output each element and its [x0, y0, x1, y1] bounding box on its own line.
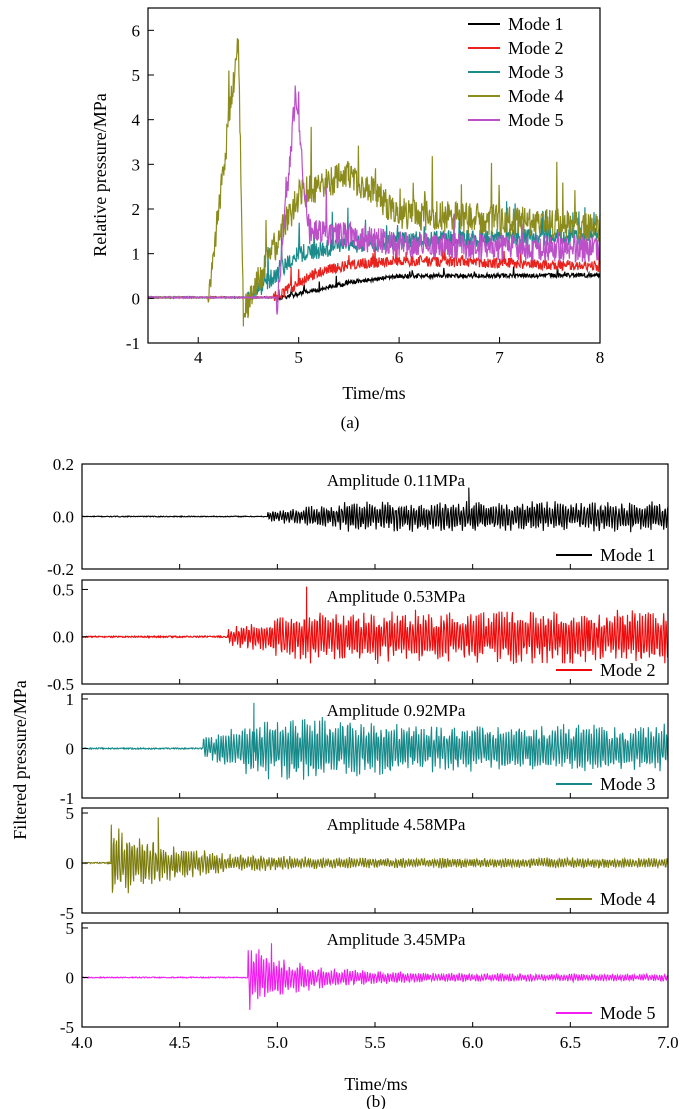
panel-b-ytick-label: 0.0 — [53, 628, 74, 647]
panel-a-legend: Mode 1 Mode 2 Mode 3 Mode 4 Mode 5 — [468, 14, 564, 130]
panel-a-legend-label-3: Mode 3 — [508, 62, 564, 82]
panel-a-ytick-label: 2 — [132, 200, 141, 219]
panel-b-xtick-label: 4.5 — [169, 1033, 190, 1052]
panel-a-xtick-label: 7 — [495, 348, 504, 367]
panel-b-subplot-mode-5: -5 0 5 Amplitude 3.45MPa Mode 5 — [60, 919, 669, 1037]
panel-b-ytick-label: -0.5 — [47, 675, 74, 694]
panel-a-ytick-label: 4 — [132, 111, 141, 130]
panel-b-subplots: -0.2 0.0 0.2 Amplitude 0.11MPa Mode 1 -0.5 0.0… — [47, 455, 669, 1037]
panel-a-ytick-label: 6 — [132, 21, 141, 40]
panel-b-amplitude-label-4: Amplitude 4.58MPa — [327, 815, 466, 834]
panel-a-ytick-label: 5 — [132, 66, 141, 85]
panel-b-subplot-mode-2: -0.5 0.0 0.5 Amplitude 0.53MPa Mode 2 — [47, 579, 669, 694]
panel-b-subplot-mode-3: -1 0 1 Amplitude 0.92MPa Mode 3 — [60, 690, 669, 808]
panel-b-legend-label-5: Mode 5 — [600, 1003, 656, 1023]
panel-a-ytick-label: -1 — [126, 334, 140, 353]
panel-b-xtick-label: 5.5 — [364, 1033, 385, 1052]
panel-a-legend-label-5: Mode 5 — [508, 110, 564, 130]
panel-b-ytick-label: -5 — [60, 1018, 74, 1037]
panel-b-amplitude-label-3: Amplitude 0.92MPa — [327, 701, 466, 720]
caption-a: (a) — [341, 413, 360, 432]
panel-a-legend-label-2: Mode 2 — [508, 38, 564, 58]
panel-b-amplitude-label-1: Amplitude 0.11MPa — [327, 471, 466, 490]
panel-a-xtick-label: 6 — [395, 348, 404, 367]
panel-a-xtick-label: 4 — [194, 348, 203, 367]
panel-b-signal-mode-3 — [81, 702, 669, 780]
panel-a-ylabel: Relative pressure/MPa — [90, 93, 110, 256]
caption-b: (b) — [366, 1092, 386, 1109]
panel-a-xtick-label: 5 — [294, 348, 303, 367]
panel-b-amplitude-label-5: Amplitude 3.45MPa — [327, 930, 466, 949]
panel-b-xtick-label: 5.0 — [267, 1033, 288, 1052]
panel-a-series-group — [147, 38, 601, 327]
panel-b-legend-label-2: Mode 2 — [600, 660, 656, 680]
panel-b-xtick-label: 7.0 — [657, 1033, 678, 1052]
panel-b-ylabel: Filtered pressure/MPa — [10, 680, 30, 839]
panel-a-series-line-mode-5 — [147, 85, 601, 315]
panel-b-signal-mode-5 — [81, 943, 669, 1011]
panel-b-ytick-label: 0.2 — [53, 455, 74, 474]
panel-b-legend-label-3: Mode 3 — [600, 774, 656, 794]
panel-b-signal-mode-4 — [81, 817, 669, 894]
panel-b-signal-mode-1 — [81, 487, 669, 533]
panel-b-xticks: 4.0 4.5 5.0 5.5 6.0 6.5 7.0 — [71, 1033, 678, 1052]
panel-b-xtick-label: 6.5 — [560, 1033, 581, 1052]
panel-b-subplot-mode-1: -0.2 0.0 0.2 Amplitude 0.11MPa Mode 1 — [47, 455, 669, 579]
panel-a-ytick-label: 0 — [132, 289, 141, 308]
panel-b-ytick-label: 5 — [66, 804, 75, 823]
panel-b-ytick-label: 0 — [66, 739, 75, 758]
panel-b-xtick-label: 6.0 — [462, 1033, 483, 1052]
panel-b-ytick-label: 1 — [66, 690, 75, 709]
panel-a-series-line-mode-1 — [147, 266, 601, 302]
panel-a-series-line-mode-4 — [147, 38, 601, 327]
panel-b-ytick-label: 0 — [66, 854, 75, 873]
panel-b-ytick-label: 0.5 — [53, 580, 74, 599]
panel-a-frame — [147, 7, 601, 344]
panel-b-legend-label-1: Mode 1 — [600, 545, 656, 565]
panel-b-chart: -0.2 0.0 0.2 Amplitude 0.11MPa Mode 1 -0.5 0.0… — [10, 455, 679, 1109]
panel-b-subplot-mode-4: -5 0 5 Amplitude 4.58MPa Mode 4 — [60, 804, 669, 923]
panel-a-xlabel: Time/ms — [342, 383, 405, 403]
panel-a-legend-label-1: Mode 1 — [508, 14, 564, 34]
panel-b-xlabel: Time/ms — [344, 1074, 407, 1094]
panel-b-amplitude-label-2: Amplitude 0.53MPa — [327, 587, 466, 606]
panel-a-ytick-label: 1 — [132, 245, 141, 264]
panel-b-legend-label-4: Mode 4 — [600, 889, 656, 909]
panel-b-ytick-label: 0.0 — [53, 508, 74, 527]
panel-b-ytick-label: 5 — [66, 919, 75, 938]
panel-b-ytick-label: -1 — [60, 789, 74, 808]
panel-a-ticks: 4 5 6 7 8 -1 0 1 2 3 4 5 6 — [126, 21, 604, 367]
panel-b-signal-mode-2 — [82, 586, 669, 665]
panel-b-ytick-label: 0 — [66, 968, 75, 987]
panel-a-ytick-label: 3 — [132, 155, 141, 174]
panel-b-ytick-label: -0.2 — [47, 560, 74, 579]
panel-a-legend-label-4: Mode 4 — [508, 86, 564, 106]
panel-b-xtick-label: 4.0 — [71, 1033, 92, 1052]
panel-a-xtick-label: 8 — [596, 348, 605, 367]
panel-b-ytick-label: -5 — [60, 904, 74, 923]
